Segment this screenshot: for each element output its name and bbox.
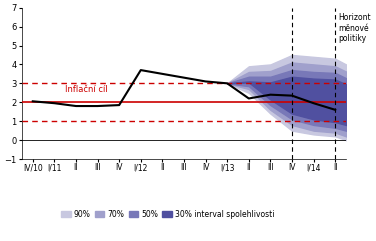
Text: Inflační cíl: Inflační cíl bbox=[65, 85, 108, 94]
Text: Horizont
měnové
politiky: Horizont měnové politiky bbox=[338, 13, 371, 43]
Legend: 90%, 70%, 50%, 30% interval spolehlivosti: 90%, 70%, 50%, 30% interval spolehlivost… bbox=[58, 207, 277, 222]
